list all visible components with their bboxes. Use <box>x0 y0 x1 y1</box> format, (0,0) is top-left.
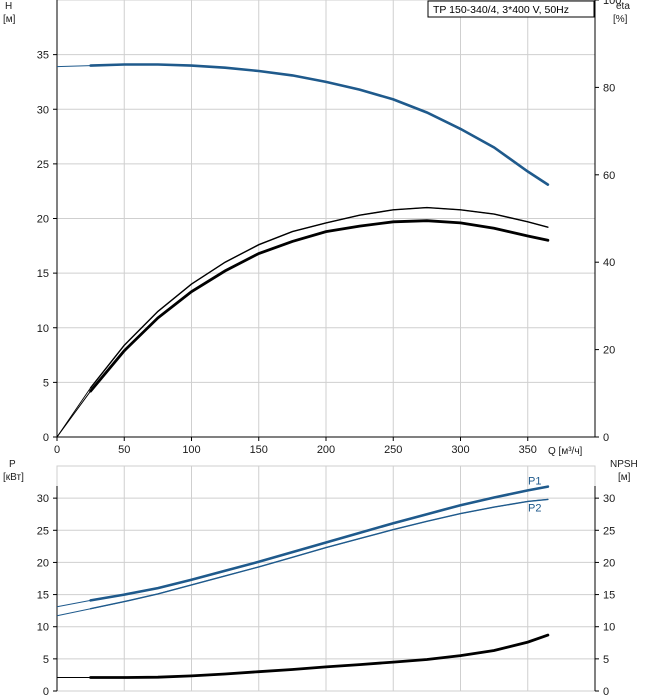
top-right-axis-unit: [%] <box>613 14 628 25</box>
top-right-axis-name: eta <box>616 1 630 12</box>
series-line <box>89 633 550 679</box>
bottom-right-axis-unit: [м] <box>618 472 631 483</box>
series-1 <box>56 206 549 438</box>
x-tick-label: 150 <box>250 444 268 456</box>
right-y-tick-label: 40 <box>603 257 615 269</box>
series-2 <box>57 633 550 679</box>
top-left-axis-name: H <box>5 1 12 12</box>
series-line-extension <box>56 64 549 186</box>
right-y-tick-label: 100 <box>603 0 621 7</box>
x-tick-label: 300 <box>451 444 469 456</box>
left-y-tick-label: 5 <box>43 654 49 666</box>
series-1 <box>56 498 549 617</box>
x-axis-label: Q [м³/ч] <box>548 446 583 457</box>
right-y-tick-label: 20 <box>603 345 615 357</box>
x-tick-label: 350 <box>519 444 537 456</box>
right-y-tick-label: 60 <box>603 170 615 182</box>
series-line-extension <box>56 498 548 617</box>
right-y-tick-label: 20 <box>603 557 615 569</box>
series-0 <box>56 63 550 186</box>
series-label-p1: P1 <box>528 476 541 488</box>
left-y-tick-label: 20 <box>37 557 49 569</box>
x-tick-label: 100 <box>182 444 200 456</box>
x-tick-label: 0 <box>54 444 60 456</box>
right-y-tick-label: 80 <box>603 82 615 94</box>
x-tick-label: 200 <box>317 444 335 456</box>
left-y-tick-label: 35 <box>37 50 49 62</box>
series-line <box>89 206 549 389</box>
left-y-tick-label: 10 <box>37 323 49 335</box>
x-tick-label: 50 <box>118 444 130 456</box>
series-line <box>89 498 549 610</box>
series-line-extension <box>57 634 549 678</box>
series-label-p2: P2 <box>528 502 541 514</box>
left-y-tick-label: 15 <box>37 590 49 602</box>
right-y-tick-label: 5 <box>603 654 609 666</box>
bottom-series: P1 P2 <box>56 476 550 679</box>
bottom-grid <box>56 465 596 692</box>
left-y-tick-label: 30 <box>37 493 49 505</box>
right-y-tick-label: 30 <box>603 493 615 505</box>
top-tick-labels: 0 50 100 150 200 250 300 3500510152025303502040… <box>37 0 621 456</box>
series-line <box>89 485 550 602</box>
bottom-plot: P1 P2 0 5 10 15 20 25 30 0 5 10 15 20 25 30 P [кВт] NP… <box>3 459 638 698</box>
title-box: TP 150-340/4, 3*400 V, 50Hz <box>427 0 595 18</box>
left-y-tick-label: 20 <box>37 214 49 226</box>
series-line <box>89 63 550 186</box>
right-y-tick-label: 15 <box>603 590 615 602</box>
right-y-tick-label: 0 <box>603 432 609 444</box>
bottom-right-axis-name: NPSH <box>610 459 638 470</box>
left-y-tick-label: 0 <box>43 686 49 698</box>
bottom-tick-labels: 0 5 10 15 20 25 30 0 5 10 15 20 25 30 <box>37 493 616 698</box>
top-left-axis-unit: [м] <box>3 14 16 25</box>
chart-title: TP 150-340/4, 3*400 V, 50Hz <box>433 4 569 16</box>
x-tick-label: 250 <box>384 444 402 456</box>
series-line-extension <box>56 486 548 608</box>
top-series <box>56 63 550 438</box>
top-plot: 0 50 100 150 200 250 300 3500510152025303502040… <box>3 0 630 457</box>
left-y-tick-label: 25 <box>37 159 49 171</box>
series-line <box>89 219 550 393</box>
bottom-left-axis-unit: [кВт] <box>3 472 24 483</box>
bottom-axes <box>56 486 596 691</box>
left-y-tick-label: 0 <box>43 432 49 444</box>
left-y-tick-label: 10 <box>37 622 49 634</box>
right-y-tick-label: 25 <box>603 525 615 537</box>
right-y-tick-label: 10 <box>603 622 615 634</box>
series-2 <box>56 219 550 438</box>
series-line-extension <box>56 220 549 438</box>
series-line-extension <box>56 207 549 438</box>
right-y-tick-label: 0 <box>603 686 609 698</box>
left-y-tick-label: 25 <box>37 525 49 537</box>
left-y-tick-label: 5 <box>43 377 49 389</box>
series-0 <box>56 485 550 608</box>
left-y-tick-label: 15 <box>37 268 49 280</box>
left-y-tick-label: 30 <box>37 104 49 116</box>
bottom-left-axis-name: P <box>9 459 16 470</box>
